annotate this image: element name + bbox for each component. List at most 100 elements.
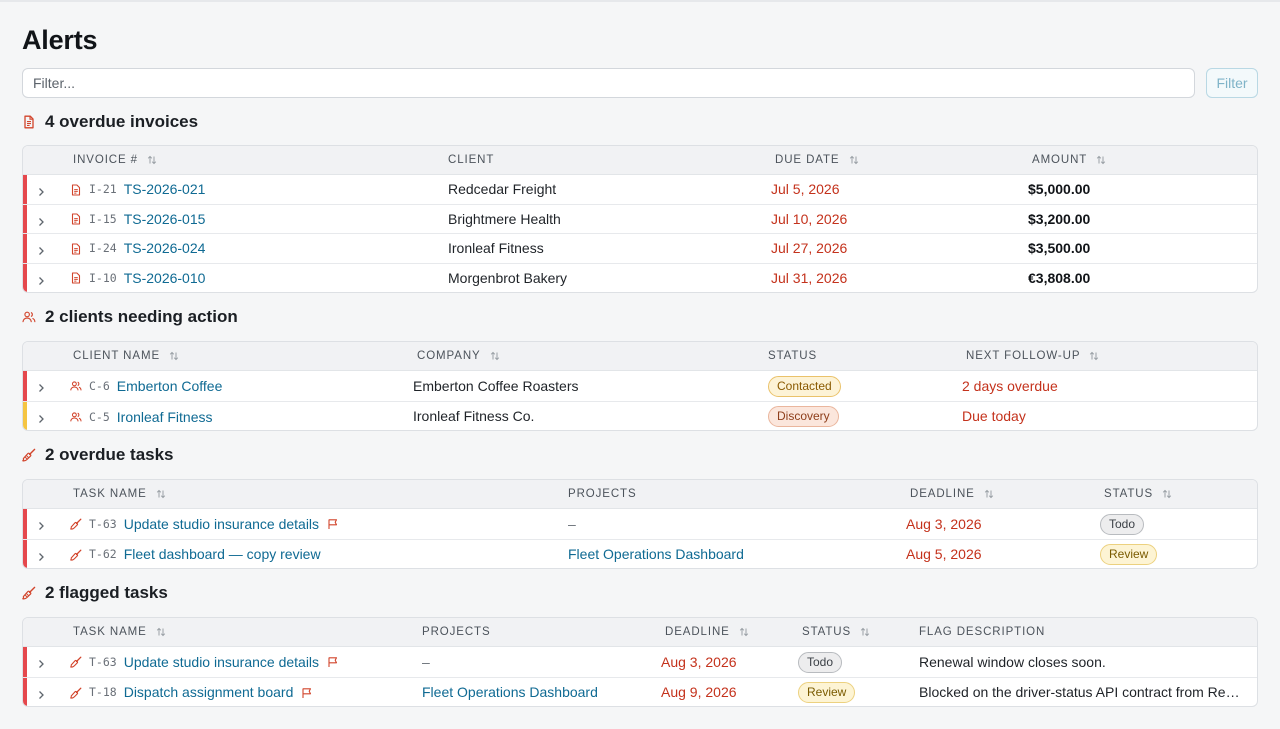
row-accent — [23, 677, 27, 706]
sort-icon[interactable] — [156, 627, 166, 637]
table-row[interactable]: C-6 Emberton Coffee Emberton Coffee Roas… — [23, 371, 1257, 402]
table-row[interactable]: T-63 Update studio insurance details – A… — [23, 647, 1257, 678]
company-cell: Emberton Coffee Roasters — [413, 377, 579, 394]
broom-icon — [22, 586, 36, 600]
chevron-right-icon[interactable] — [36, 380, 46, 392]
table-row[interactable]: I-15 TS-2026-015 Brightmere Health Jul 1… — [23, 204, 1257, 234]
column-header-next-follow-up[interactable]: Next follow-up — [966, 342, 1099, 370]
project-cell: – — [568, 515, 576, 532]
section-title-clients: 2 clients needing action — [22, 305, 238, 329]
flag-icon[interactable] — [327, 518, 339, 530]
row-accent — [23, 401, 27, 430]
invoice-link[interactable]: TS-2026-024 — [123, 240, 206, 256]
project-link[interactable]: Fleet Operations Dashboard — [422, 684, 598, 700]
table-row[interactable]: T-18 Dispatch assignment board Fleet Ope… — [23, 677, 1257, 707]
sort-icon[interactable] — [156, 489, 166, 499]
section-title-text: 4 overdue invoices — [45, 112, 199, 131]
client-link[interactable]: Emberton Coffee — [116, 378, 223, 394]
due-date-cell: Jul 31, 2026 — [771, 269, 848, 286]
amount-cell: $5,000.00 — [1028, 181, 1091, 197]
task-link[interactable]: Update studio insurance details — [123, 515, 320, 532]
chevron-right-icon[interactable] — [36, 549, 46, 561]
amount-cell: $3,200.00 — [1028, 210, 1091, 227]
invoice-link[interactable]: TS-2026-010 — [123, 269, 206, 286]
sort-icon[interactable] — [860, 627, 870, 637]
filter-button[interactable]: Filter — [1206, 68, 1258, 98]
client-link[interactable]: Ironleaf Fitness — [116, 408, 213, 425]
sort-icon[interactable] — [1096, 155, 1106, 165]
overdue-tasks-table: Task name Projects Deadline Status T-63 … — [22, 479, 1258, 569]
row-accent — [23, 234, 27, 263]
sort-icon[interactable] — [147, 155, 157, 165]
table-row[interactable]: I-10 TS-2026-010 Morgenbrot Bakery Jul 3… — [23, 263, 1257, 292]
column-header-task-name[interactable]: Task name — [73, 618, 166, 646]
table-row[interactable]: I-21 TS-2026-021 Redcedar Freight Jul 5,… — [23, 175, 1257, 205]
column-header-due-date[interactable]: Due date — [775, 146, 859, 174]
deadline-cell: Aug 3, 2026 — [906, 515, 982, 532]
chevron-right-icon[interactable] — [36, 243, 46, 255]
invoice-link[interactable]: TS-2026-015 — [123, 210, 206, 227]
column-header-invoice[interactable]: Invoice # — [73, 146, 157, 174]
chevron-right-icon[interactable] — [36, 184, 46, 196]
column-header-status[interactable]: Status — [802, 618, 870, 646]
status-badge: Review — [798, 682, 856, 703]
client-name-cell: C-5 Ironleaf Fitness — [70, 402, 213, 431]
status-badge: Discovery — [768, 406, 839, 427]
flag-icon[interactable] — [327, 656, 339, 668]
deadline-cell: Aug 5, 2026 — [906, 546, 982, 562]
invoice-link[interactable]: TS-2026-021 — [123, 181, 206, 197]
table-row[interactable]: I-24 TS-2026-024 Ironleaf Fitness Jul 27… — [23, 234, 1257, 264]
project-cell: – — [422, 653, 430, 670]
due-date-cell: Jul 5, 2026 — [771, 181, 840, 197]
section-title-text: 2 flagged tasks — [45, 583, 168, 602]
users-icon — [22, 310, 36, 324]
chevron-right-icon[interactable] — [36, 518, 46, 530]
sort-icon[interactable] — [739, 627, 749, 637]
column-header-flag-description: Flag description — [919, 626, 1046, 638]
column-header-deadline[interactable]: Deadline — [665, 618, 749, 646]
column-header-client: Client — [448, 154, 495, 166]
status-badge: Todo — [798, 651, 843, 673]
sort-icon[interactable] — [1089, 351, 1099, 361]
status-cell: Contacted — [768, 371, 841, 401]
client-cell: Ironleaf Fitness — [448, 240, 544, 256]
sort-icon[interactable] — [1162, 489, 1172, 499]
column-header-task-name[interactable]: Task name — [73, 480, 166, 508]
column-header-company[interactable]: Company — [417, 342, 500, 370]
client-cell: Brightmere Health — [448, 210, 561, 227]
task-name-cell: T-18 Dispatch assignment board — [70, 678, 313, 707]
top-border — [0, 0, 1280, 2]
client-code: C-5 — [89, 409, 110, 424]
column-header-client-name[interactable]: Client name — [73, 342, 179, 370]
task-code: T-63 — [89, 654, 117, 669]
task-link[interactable]: Fleet dashboard — copy review — [123, 546, 321, 562]
document-icon — [70, 272, 82, 284]
flag-description-text: Blocked on the driver-status API contrac… — [919, 684, 1244, 700]
column-header-status[interactable]: Status — [1104, 480, 1172, 508]
status-badge: Contacted — [768, 375, 841, 397]
table-row[interactable]: T-63 Update studio insurance details – A… — [23, 509, 1257, 540]
flag-icon[interactable] — [301, 687, 313, 699]
chevron-right-icon[interactable] — [36, 411, 46, 423]
status-cell: Todo — [798, 647, 843, 677]
table-row[interactable]: T-62 Fleet dashboard — copy review Fleet… — [23, 539, 1257, 568]
chevron-right-icon[interactable] — [36, 214, 46, 226]
follow-up-cell: Due today — [962, 408, 1026, 424]
sort-icon[interactable] — [849, 155, 859, 165]
chevron-right-icon[interactable] — [36, 656, 46, 668]
chevron-right-icon[interactable] — [36, 687, 46, 699]
task-link[interactable]: Dispatch assignment board — [123, 684, 294, 700]
filter-input[interactable] — [22, 68, 1195, 98]
project-link[interactable]: Fleet Operations Dashboard — [568, 546, 744, 562]
table-row[interactable]: C-5 Ironleaf Fitness Ironleaf Fitness Co… — [23, 401, 1257, 431]
chevron-right-icon[interactable] — [36, 273, 46, 285]
task-link[interactable]: Update studio insurance details — [123, 653, 320, 670]
sort-icon[interactable] — [169, 351, 179, 361]
sort-icon[interactable] — [984, 489, 994, 499]
section-title-overdue-tasks: 2 overdue tasks — [22, 443, 174, 467]
sort-icon[interactable] — [490, 351, 500, 361]
row-accent — [23, 371, 27, 401]
column-header-amount[interactable]: Amount — [1032, 146, 1106, 174]
column-header-deadline[interactable]: Deadline — [910, 480, 994, 508]
document-icon — [70, 183, 82, 196]
